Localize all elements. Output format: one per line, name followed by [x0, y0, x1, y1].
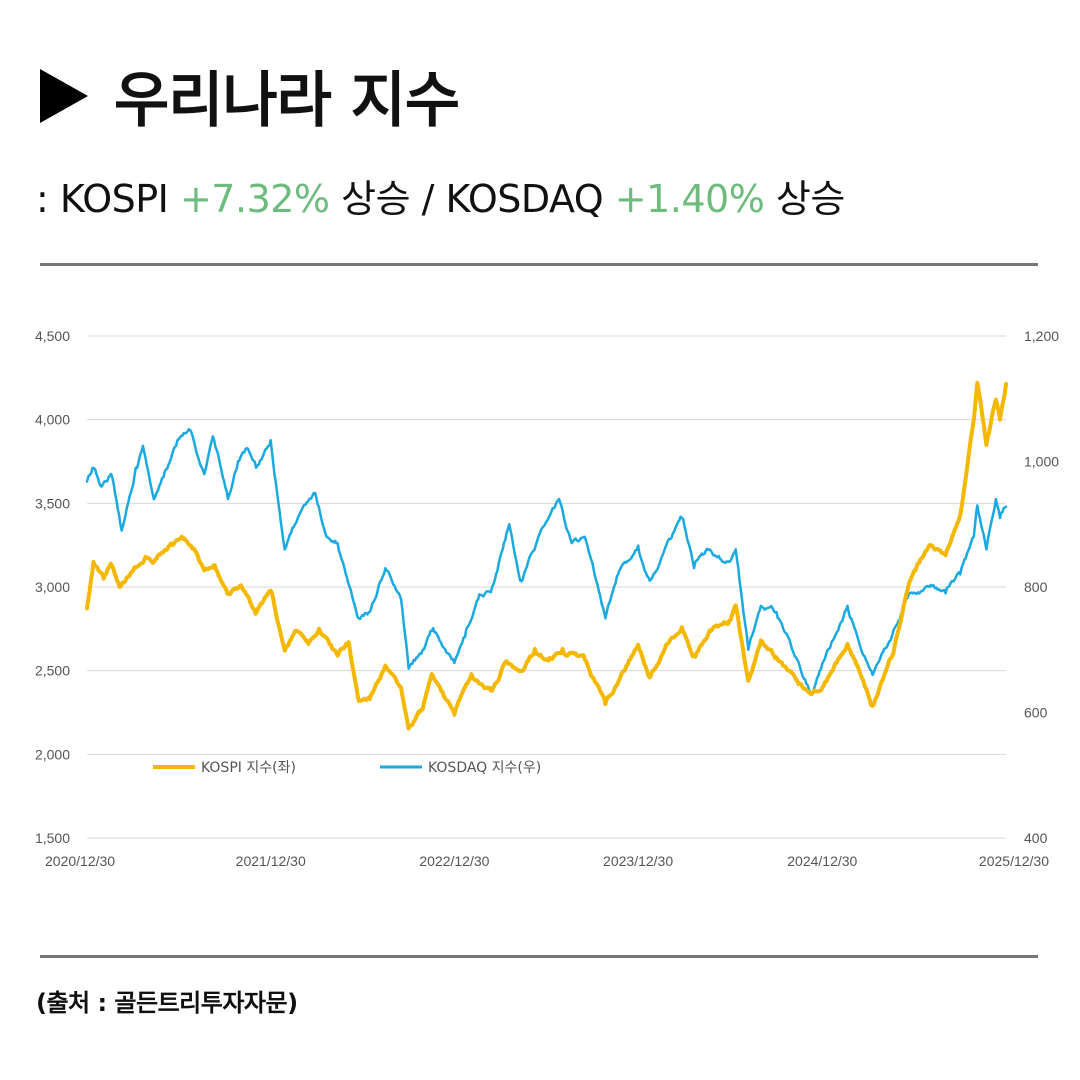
right-tick-label: 1,200	[1024, 328, 1059, 344]
right-tick-label: 400	[1024, 830, 1048, 846]
right-axis: 400 600 800 1,000 1,200	[1024, 328, 1059, 846]
x-tick-label: 2023/12/30	[603, 853, 673, 869]
legend-label-kospi: KOSPI 지수(좌)	[201, 760, 296, 776]
left-tick-label: 4,000	[35, 412, 70, 428]
x-tick-label: 2025/12/30	[979, 853, 1049, 869]
left-tick-label: 1,500	[35, 830, 70, 846]
series-lines	[85, 380, 1008, 731]
left-tick-label: 3,500	[35, 495, 70, 511]
chart-svg: 1,500 2,000 2,500 3,000 3,500 4,000 4,500 400 6…	[35, 328, 1059, 869]
left-tick-label: 4,500	[35, 328, 70, 344]
subtitle-mid: 상승 / KOSDAQ	[329, 177, 615, 221]
page-title: 우리나라 지수	[114, 66, 460, 136]
right-tick-label: 800	[1024, 579, 1048, 595]
x-axis: 2020/12/30 2021/12/30 2022/12/30 2023/12/30…	[45, 853, 1049, 869]
right-tick-label: 600	[1024, 705, 1048, 721]
index-chart: 1,500 2,000 2,500 3,000 3,500 4,000 4,500 400 6…	[0, 300, 1080, 900]
x-tick-label: 2022/12/30	[419, 853, 489, 869]
title-row: 우리나라 지수	[40, 52, 460, 139]
x-tick-label: 2024/12/30	[787, 853, 857, 869]
kosdaq-line	[85, 428, 1008, 696]
legend: KOSPI 지수(좌) KOSDAQ 지수(우)	[153, 760, 541, 776]
top-divider	[40, 263, 1038, 266]
bottom-divider	[40, 955, 1038, 958]
left-tick-label: 3,000	[35, 579, 70, 595]
subtitle: : KOSPI +7.32% 상승 / KOSDAQ +1.40% 상승	[36, 168, 845, 223]
kospi-line	[85, 380, 1008, 731]
subtitle-prefix: : KOSPI	[36, 177, 180, 221]
right-tick-label: 1,000	[1024, 454, 1059, 470]
play-arrow-icon	[40, 68, 88, 123]
kospi-change: +7.32%	[179, 177, 330, 221]
legend-label-kosdaq: KOSDAQ 지수(우)	[428, 760, 541, 776]
left-tick-label: 2,500	[35, 663, 70, 679]
left-axis: 1,500 2,000 2,500 3,000 3,500 4,000 4,500	[35, 328, 70, 846]
subtitle-suffix: 상승	[764, 177, 845, 221]
x-tick-label: 2020/12/30	[45, 853, 115, 869]
left-tick-label: 2,000	[35, 746, 70, 762]
kosdaq-change: +1.40%	[614, 177, 765, 221]
x-tick-label: 2021/12/30	[236, 853, 306, 869]
source-note: (출처 : 골든트리투자자문)	[36, 989, 298, 1017]
